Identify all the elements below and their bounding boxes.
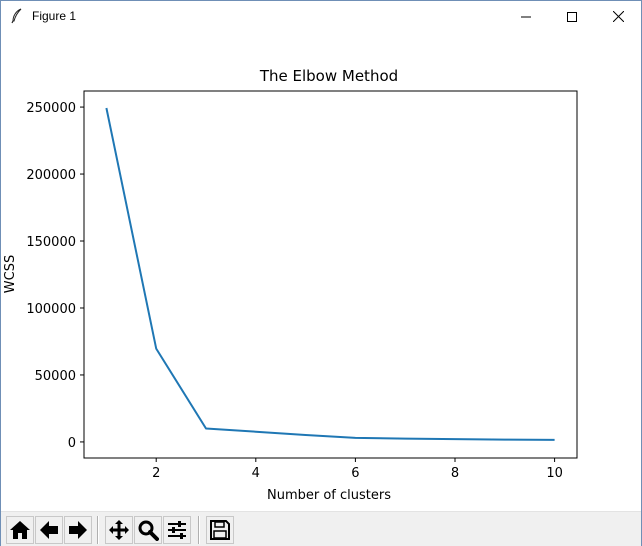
feather-icon [10,8,24,24]
x-tick-label: 10 [546,466,563,481]
figure-canvas[interactable]: The Elbow Method 2 4 6 8 10 0 50000 100000 15000… [1,32,641,511]
y-tick-label: 100000 [26,302,76,317]
x-tick-label: 2 [152,466,160,481]
plot-frame [83,90,578,459]
navigation-toolbar [1,511,641,546]
floppy-disk-icon [209,519,231,541]
magnifier-icon [137,519,159,541]
close-button[interactable] [595,1,641,32]
home-button[interactable] [6,516,34,544]
x-tick-label: 6 [351,466,359,481]
x-axis-label: Number of clusters [267,488,391,503]
move-icon [108,519,130,541]
pan-button[interactable] [105,516,133,544]
arrow-left-icon [38,519,60,541]
chart-svg: The Elbow Method 2 4 6 8 10 0 50000 100000 15000… [3,67,578,503]
y-tick-label: 50000 [35,369,76,384]
y-axis-label: WCSS [3,255,18,293]
save-button[interactable] [206,516,234,544]
series-line [105,107,555,441]
chart-title: The Elbow Method [259,67,398,85]
arrow-right-icon [67,519,89,541]
x-tick-label: 4 [252,466,260,481]
maximize-button[interactable] [549,1,595,32]
y-tick-label: 250000 [26,101,76,116]
home-icon [9,519,31,541]
forward-button[interactable] [64,516,92,544]
minimize-icon [521,12,531,22]
back-button[interactable] [35,516,63,544]
y-tick-label: 200000 [26,168,76,183]
maximize-icon [567,11,577,22]
window-title: Figure 1 [32,9,77,23]
x-tick-label: 8 [451,466,459,481]
y-tick-label: 0 [68,436,76,451]
toolbar-separator [198,516,200,544]
y-tick-label: 150000 [26,235,76,250]
close-icon [612,11,624,22]
title-bar[interactable]: Figure 1 [1,1,641,32]
minimize-button[interactable] [503,1,549,32]
toolbar-separator [97,516,99,544]
sliders-icon [166,519,188,541]
zoom-button[interactable] [134,516,162,544]
configure-subplots-button[interactable] [163,516,191,544]
